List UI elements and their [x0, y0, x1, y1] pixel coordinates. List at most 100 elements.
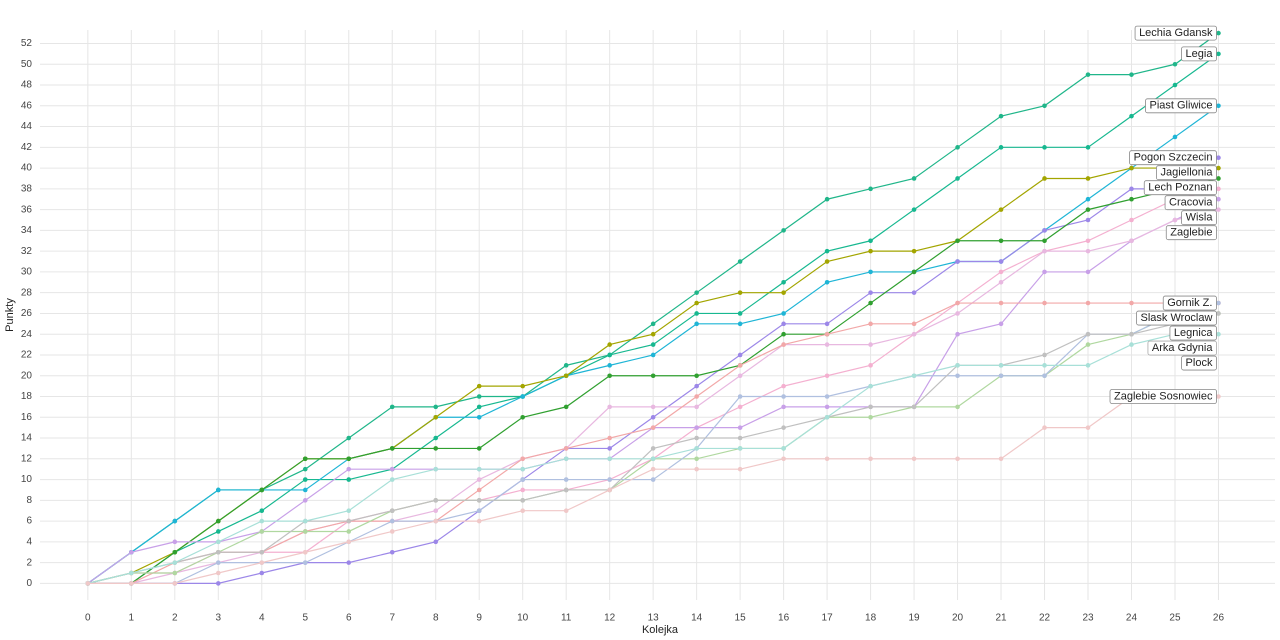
x-tick-label: 3 — [216, 613, 222, 624]
series-label: Zaglebie — [1170, 227, 1212, 239]
point — [520, 456, 525, 462]
label-box — [1181, 210, 1217, 226]
point — [172, 539, 178, 545]
y-tick-label: 4 — [26, 536, 32, 547]
point — [911, 373, 917, 379]
point — [1129, 331, 1134, 337]
point — [215, 529, 221, 534]
point — [520, 477, 525, 482]
point — [1129, 165, 1134, 171]
point — [998, 269, 1004, 275]
point — [1042, 238, 1047, 244]
y-tick-label: 46 — [21, 100, 33, 111]
series-label: Piast Gliwice — [1149, 100, 1212, 112]
point — [215, 518, 221, 524]
point — [607, 446, 612, 451]
point — [694, 290, 699, 295]
point — [1216, 207, 1221, 212]
point — [955, 331, 960, 337]
point — [650, 425, 656, 430]
point — [563, 373, 569, 379]
label-box — [1181, 46, 1217, 62]
point — [302, 560, 308, 565]
point — [563, 363, 569, 368]
point — [824, 342, 830, 347]
point — [476, 487, 482, 493]
point — [868, 238, 873, 244]
point — [259, 508, 265, 514]
point — [911, 404, 917, 410]
y-tick-label: 40 — [21, 163, 33, 174]
y-tick-label: 18 — [21, 391, 33, 402]
point — [824, 259, 830, 264]
point — [433, 404, 439, 410]
point — [346, 435, 352, 441]
point — [607, 404, 612, 410]
point — [607, 352, 612, 358]
point — [868, 269, 873, 275]
point — [824, 404, 830, 410]
point — [824, 279, 830, 285]
point — [1085, 176, 1091, 181]
x-tick-label: 12 — [604, 613, 616, 624]
point — [694, 404, 699, 410]
point — [737, 466, 743, 472]
point — [520, 508, 525, 514]
point — [737, 373, 743, 379]
y-tick-label: 48 — [21, 80, 33, 91]
point — [955, 311, 960, 316]
point — [998, 279, 1004, 285]
point — [215, 549, 221, 555]
point — [1085, 248, 1091, 254]
point — [433, 414, 439, 420]
x-tick-label: 5 — [302, 613, 308, 624]
point — [607, 363, 612, 368]
point — [998, 113, 1004, 119]
point — [998, 321, 1004, 327]
point — [868, 248, 873, 254]
point — [781, 425, 786, 430]
x-tick-label: 21 — [995, 613, 1007, 624]
point — [1085, 269, 1091, 275]
point — [650, 456, 656, 462]
point — [911, 176, 917, 181]
point — [998, 207, 1004, 212]
series-label: Plock — [1186, 357, 1213, 369]
x-tick-label: 13 — [648, 613, 660, 624]
point — [650, 373, 656, 379]
point — [433, 518, 439, 524]
label-box — [1147, 340, 1217, 356]
point — [737, 425, 743, 430]
point — [129, 549, 134, 555]
point — [346, 466, 352, 472]
point — [650, 342, 656, 347]
point — [1129, 113, 1134, 119]
point — [215, 560, 221, 565]
y-tick-label: 22 — [21, 350, 33, 361]
label-box — [1143, 180, 1217, 196]
series-label: Lechia Gdansk — [1139, 27, 1213, 39]
point — [1042, 300, 1047, 306]
point — [1216, 331, 1221, 337]
y-tick-label: 20 — [21, 370, 33, 381]
point — [476, 477, 482, 482]
point — [694, 456, 699, 462]
point — [563, 508, 569, 514]
point — [607, 456, 612, 462]
point — [868, 404, 873, 410]
point — [998, 238, 1004, 244]
point — [172, 560, 178, 565]
point — [1085, 363, 1091, 368]
x-tick-label: 24 — [1126, 613, 1138, 624]
point — [1172, 61, 1178, 67]
point — [868, 300, 873, 306]
point — [476, 498, 482, 503]
point — [302, 498, 308, 503]
point — [346, 560, 352, 565]
series-label: Lech Poznan — [1148, 182, 1212, 194]
point — [868, 342, 873, 347]
point — [433, 508, 439, 514]
point — [911, 269, 917, 275]
point — [215, 487, 221, 493]
x-tick-label: 18 — [865, 613, 877, 624]
